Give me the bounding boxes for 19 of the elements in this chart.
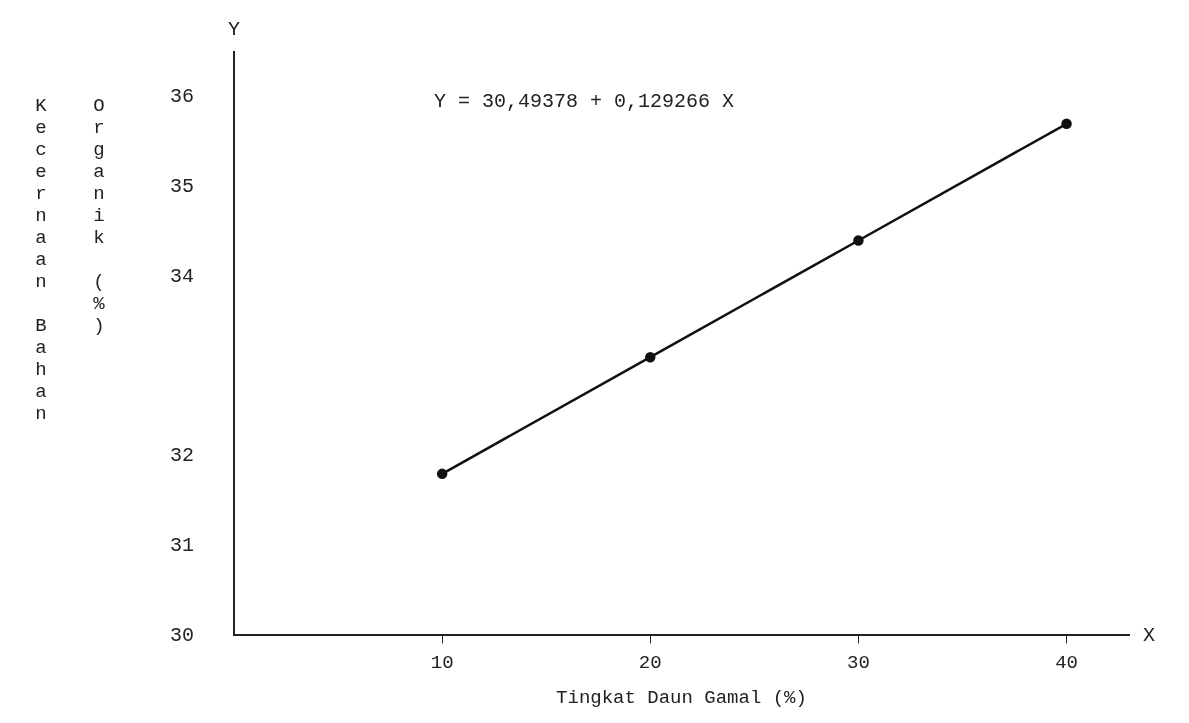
y-tick-label: 34 — [169, 264, 194, 288]
x-tick-label: 20 — [638, 651, 662, 674]
point — [1061, 118, 1072, 130]
point — [645, 351, 656, 363]
point — [436, 468, 448, 480]
x-axis-title: Tingkat Daun Gamal (%) — [556, 686, 807, 709]
x-tick-label: 30 — [847, 651, 870, 674]
y-tick-label: 35 — [169, 174, 194, 198]
y-tick-label: 32 — [169, 444, 194, 468]
x-tick-label: 40 — [1055, 651, 1078, 674]
y-tick-label: 31 — [169, 533, 194, 557]
annotation: Y = 30,49378 + 0,129266 X — [434, 90, 735, 114]
text: X — [1143, 623, 1156, 647]
x-tick-label: 10 — [430, 651, 454, 674]
y-tick-label: 36 — [169, 85, 194, 109]
y-tick-label: 30 — [169, 623, 194, 647]
text: Y — [228, 18, 241, 42]
text: Kecernaan Bahan Organik (%) — [30, 95, 110, 425]
point — [853, 235, 864, 246]
